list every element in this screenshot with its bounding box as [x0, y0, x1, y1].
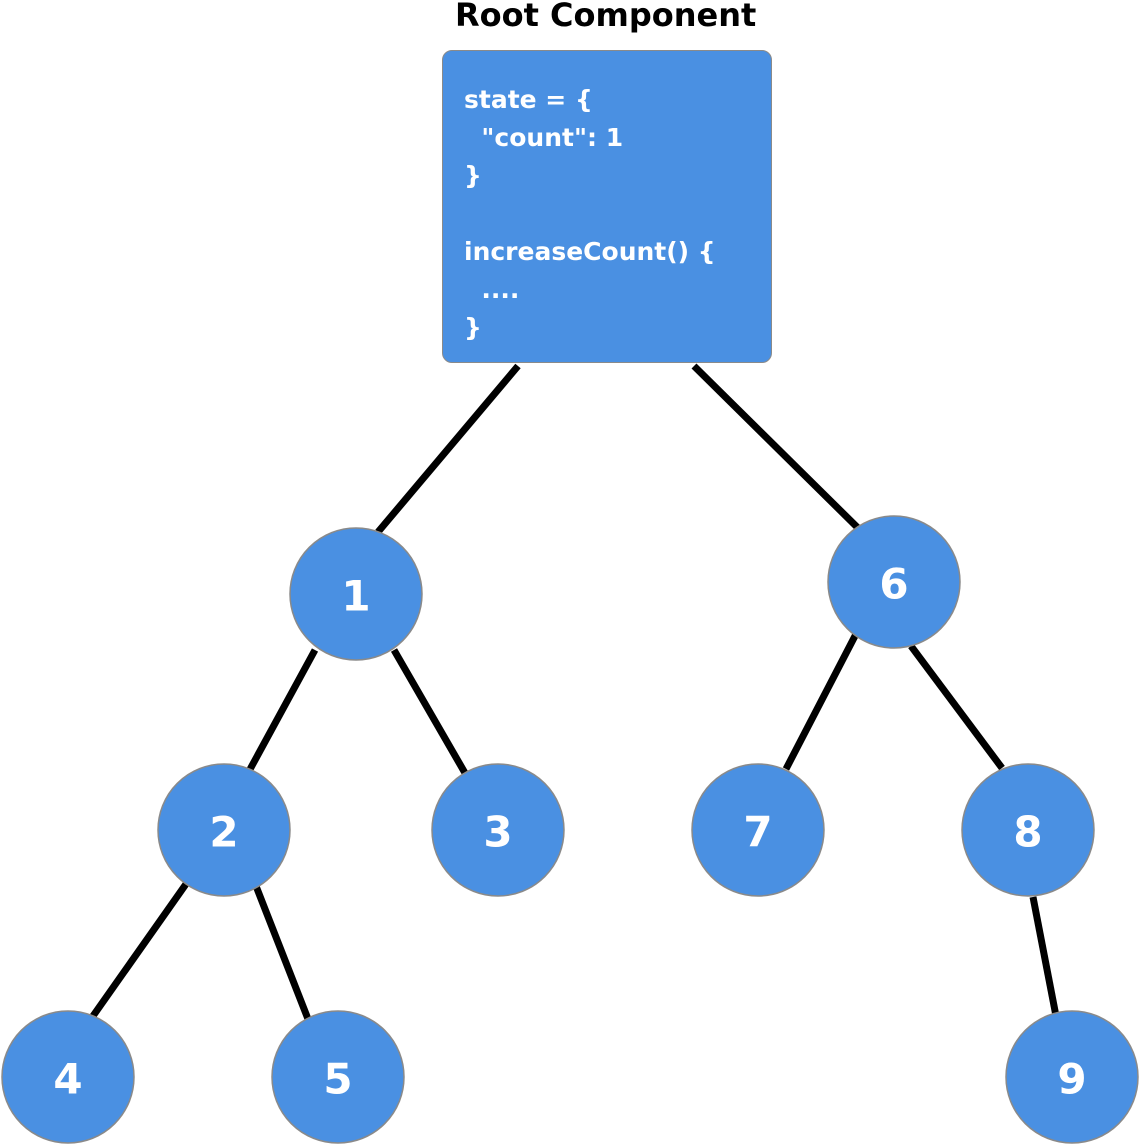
- edge-2-4: [90, 881, 189, 1019]
- nodes-layer: 1 2 3 4 5 6 7 8 9: [1, 515, 1139, 1144]
- node-label: 5: [323, 1055, 352, 1104]
- node-circle: [1, 1010, 135, 1144]
- edge-1-3: [390, 648, 469, 775]
- node-label: 2: [209, 808, 238, 857]
- node-circle: [289, 527, 423, 661]
- edge-8-9: [1029, 896, 1060, 1017]
- code-line: }: [464, 313, 482, 342]
- tree-node-6[interactable]: 6: [827, 515, 961, 649]
- node-label: 8: [1013, 808, 1042, 857]
- edge-1-2: [244, 648, 319, 775]
- tree-node-3[interactable]: 3: [431, 763, 565, 897]
- node-label: 1: [341, 572, 370, 621]
- root-component-box[interactable]: state = { "count": 1 } increaseCount() {…: [442, 50, 772, 363]
- code-line: state = {: [464, 85, 593, 114]
- node-label: 4: [53, 1055, 82, 1104]
- edge-2-5: [252, 884, 312, 1021]
- tree-node-9[interactable]: 9: [1005, 1010, 1139, 1144]
- node-circle: [827, 515, 961, 649]
- node-label: 7: [743, 808, 772, 857]
- root-component-title: Root Component: [455, 0, 757, 34]
- edge-6-8: [908, 643, 1005, 771]
- code-line: [464, 195, 771, 233]
- code-line: ....: [464, 275, 520, 304]
- tree-node-5[interactable]: 5: [271, 1010, 405, 1144]
- tree-node-1[interactable]: 1: [289, 527, 423, 661]
- tree-node-2[interactable]: 2: [157, 763, 291, 897]
- node-label: 9: [1057, 1055, 1086, 1104]
- tree-node-4[interactable]: 4: [1, 1010, 135, 1144]
- tree-node-7[interactable]: 7: [691, 763, 825, 897]
- node-circle: [1005, 1010, 1139, 1144]
- node-circle: [271, 1010, 405, 1144]
- node-circle: [431, 763, 565, 897]
- code-line: increaseCount() {: [464, 237, 716, 266]
- edges-layer: [90, 363, 1060, 1021]
- code-line: "count": 1: [464, 123, 624, 152]
- edge-6-7: [782, 632, 860, 771]
- node-circle: [157, 763, 291, 897]
- node-circle: [961, 763, 1095, 897]
- tree-node-8[interactable]: 8: [961, 763, 1095, 897]
- edge-root-1: [375, 363, 521, 535]
- code-line: }: [464, 161, 482, 190]
- node-circle: [691, 763, 825, 897]
- node-label: 3: [483, 808, 512, 857]
- node-label: 6: [879, 560, 908, 609]
- edge-root-6: [691, 363, 861, 531]
